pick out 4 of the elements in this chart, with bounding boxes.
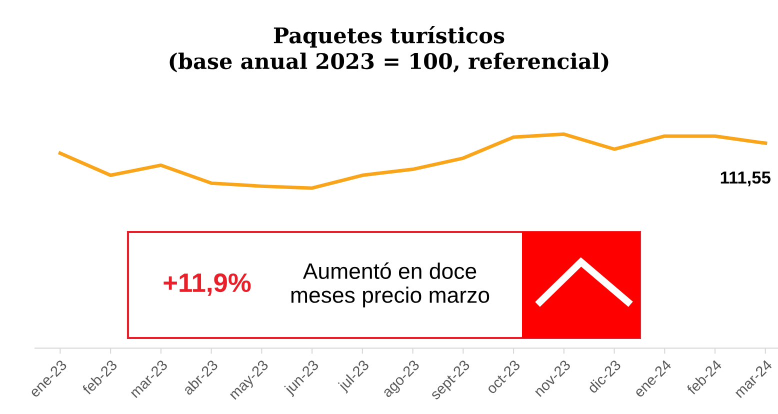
annotation: +11,9%	[164, 273, 251, 296]
annotation: Aumentó en doce meses precio marzo	[291, 262, 490, 308]
annotation: 111,55	[720, 172, 770, 186]
chart-title: Paquetes turísticos (base anual 2023 = 100, referencial)	[170, 26, 608, 72]
